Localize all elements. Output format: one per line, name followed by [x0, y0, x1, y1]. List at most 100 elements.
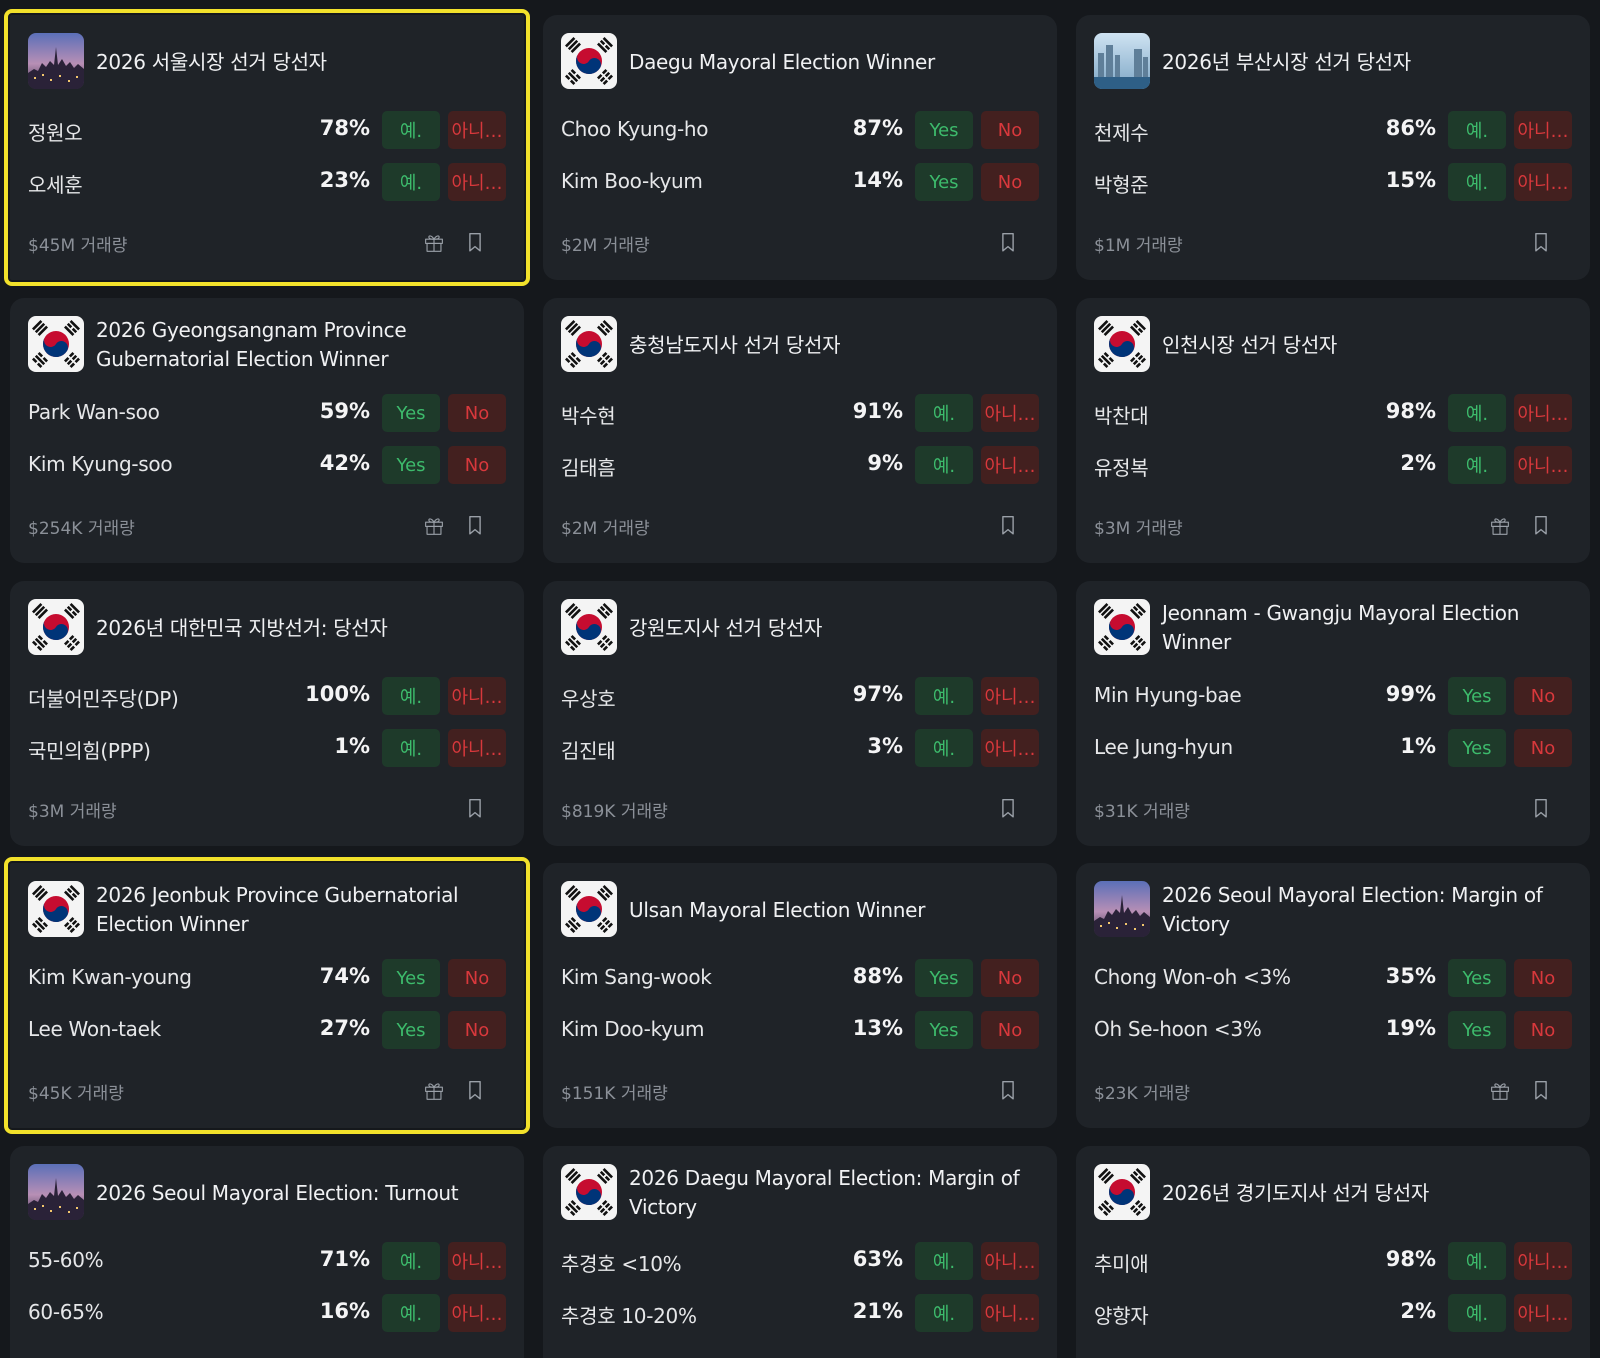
yes-button[interactable]: Yes — [1448, 1011, 1506, 1049]
no-button[interactable]: No — [1514, 729, 1572, 767]
market-title[interactable]: 2026 Seoul Mayoral Election: Turnout — [96, 1180, 459, 1205]
market-card[interactable]: 2026 Seoul Mayoral Election: Margin of V… — [1076, 863, 1590, 1128]
market-card[interactable]: 2026 서울시장 선거 당선자 정원오 78% 예. 아니… 오세훈 23% 예. 아니… $4… — [4, 9, 530, 286]
no-button[interactable]: No — [1514, 677, 1572, 715]
bookmark-button[interactable] — [462, 512, 488, 538]
market-card[interactable]: 2026년 대한민국 지방선거: 당선자 더불어민주당(DP) 100% 예. 아니… 국… — [10, 581, 524, 846]
no-button[interactable]: No — [448, 1011, 506, 1049]
no-button[interactable]: 아니… — [1514, 163, 1572, 201]
gift-button[interactable] — [1487, 512, 1513, 538]
yes-button[interactable]: Yes — [382, 394, 440, 432]
no-button[interactable]: 아니… — [448, 1242, 506, 1280]
no-button[interactable]: 아니… — [981, 677, 1039, 715]
market-card[interactable]: 인천시장 선거 당선자 박찬대 98% 예. 아니… 유정복 2% 예. 아니… $3M 거래량 — [1076, 298, 1590, 563]
bookmark-button[interactable] — [995, 512, 1021, 538]
market-card[interactable]: 2026 Seoul Mayoral Election: Turnout 55-6… — [10, 1146, 524, 1358]
no-button[interactable]: 아니… — [981, 1294, 1039, 1332]
market-title[interactable]: Daegu Mayoral Election Winner — [629, 49, 935, 74]
no-button[interactable]: 아니… — [448, 111, 506, 149]
yes-button[interactable]: 예. — [1448, 394, 1506, 432]
no-button[interactable]: 아니… — [448, 677, 506, 715]
market-card[interactable]: 2026년 부산시장 선거 당선자 천제수 86% 예. 아니… 박형준 15% 예. 아니… $… — [1076, 15, 1590, 280]
yes-button[interactable]: 예. — [382, 111, 440, 149]
bookmark-button[interactable] — [995, 1077, 1021, 1103]
yes-button[interactable]: 예. — [915, 1294, 973, 1332]
yes-button[interactable]: Yes — [915, 1011, 973, 1049]
no-button[interactable]: 아니… — [448, 163, 506, 201]
market-title[interactable]: 2026 Jeonbuk Province Gubernatorial Elec… — [96, 883, 459, 936]
bookmark-button[interactable] — [1528, 229, 1554, 255]
no-button[interactable]: 아니… — [448, 729, 506, 767]
market-title[interactable]: 2026년 대한민국 지방선거: 당선자 — [96, 615, 388, 640]
no-button[interactable]: No — [448, 959, 506, 997]
yes-button[interactable]: 예. — [915, 394, 973, 432]
yes-button[interactable]: 예. — [1448, 163, 1506, 201]
bookmark-button[interactable] — [1528, 795, 1554, 821]
no-button[interactable]: No — [448, 446, 506, 484]
yes-button[interactable]: Yes — [382, 959, 440, 997]
no-button[interactable]: No — [1514, 959, 1572, 997]
market-card[interactable]: 2026 Gyeongsangnam Province Gubernatoria… — [10, 298, 524, 563]
market-card[interactable]: 2026년 경기도지사 선거 당선자 추미애 98% 예. 아니… 양향자 2% 예. 아니… — [1076, 1146, 1590, 1358]
yes-button[interactable]: 예. — [915, 677, 973, 715]
no-button[interactable]: 아니… — [1514, 1294, 1572, 1332]
yes-button[interactable]: Yes — [1448, 677, 1506, 715]
market-title[interactable]: 2026 Daegu Mayoral Election: Margin of V… — [629, 1166, 1020, 1219]
no-button[interactable]: 아니… — [1514, 446, 1572, 484]
no-button[interactable]: No — [981, 163, 1039, 201]
bookmark-button[interactable] — [995, 795, 1021, 821]
bookmark-button[interactable] — [462, 229, 488, 255]
yes-button[interactable]: Yes — [382, 1011, 440, 1049]
yes-button[interactable]: Yes — [915, 111, 973, 149]
yes-button[interactable]: Yes — [382, 446, 440, 484]
yes-button[interactable]: 예. — [382, 1294, 440, 1332]
no-button[interactable]: No — [981, 959, 1039, 997]
market-title[interactable]: 강원도지사 선거 당선자 — [629, 615, 823, 640]
market-card[interactable]: Daegu Mayoral Election Winner Choo Kyung-… — [543, 15, 1057, 280]
yes-button[interactable]: 예. — [382, 1242, 440, 1280]
no-button[interactable]: 아니… — [981, 446, 1039, 484]
yes-button[interactable]: 예. — [915, 729, 973, 767]
no-button[interactable]: 아니… — [1514, 394, 1572, 432]
no-button[interactable]: 아니… — [981, 729, 1039, 767]
gift-button[interactable] — [421, 229, 447, 255]
no-button[interactable]: No — [981, 111, 1039, 149]
market-title[interactable]: Ulsan Mayoral Election Winner — [629, 897, 926, 922]
bookmark-button[interactable] — [462, 795, 488, 821]
no-button[interactable]: 아니… — [981, 394, 1039, 432]
market-title[interactable]: 2026 서울시장 선거 당선자 — [96, 49, 327, 74]
yes-button[interactable]: 예. — [915, 446, 973, 484]
no-button[interactable]: 아니… — [448, 1294, 506, 1332]
gift-button[interactable] — [421, 512, 447, 538]
no-button[interactable]: 아니… — [981, 1242, 1039, 1280]
yes-button[interactable]: 예. — [915, 1242, 973, 1280]
yes-button[interactable]: 예. — [1448, 1242, 1506, 1280]
bookmark-button[interactable] — [1528, 1077, 1554, 1103]
no-button[interactable]: No — [981, 1011, 1039, 1049]
market-title[interactable]: Jeonnam - Gwangju Mayoral Election Winne… — [1162, 601, 1520, 654]
market-card[interactable]: 2026 Daegu Mayoral Election: Margin of V… — [543, 1146, 1057, 1358]
market-title[interactable]: 인천시장 선거 당선자 — [1162, 332, 1338, 357]
yes-button[interactable]: 예. — [1448, 1294, 1506, 1332]
market-title[interactable]: 2026년 경기도지사 선거 당선자 — [1162, 1180, 1429, 1205]
no-button[interactable]: 아니… — [1514, 111, 1572, 149]
yes-button[interactable]: 예. — [1448, 446, 1506, 484]
gift-button[interactable] — [1487, 1077, 1513, 1103]
market-card[interactable]: 강원도지사 선거 당선자 우상호 97% 예. 아니… 김진태 3% 예. 아니… $819K 거… — [543, 581, 1057, 846]
market-title[interactable]: 2026년 부산시장 선거 당선자 — [1162, 49, 1411, 74]
market-card[interactable]: 2026 Jeonbuk Province Gubernatorial Elec… — [4, 857, 530, 1134]
gift-button[interactable] — [421, 1077, 447, 1103]
yes-button[interactable]: 예. — [1448, 111, 1506, 149]
yes-button[interactable]: 예. — [382, 163, 440, 201]
yes-button[interactable]: Yes — [915, 959, 973, 997]
no-button[interactable]: 아니… — [1514, 1242, 1572, 1280]
no-button[interactable]: No — [1514, 1011, 1572, 1049]
market-card[interactable]: 충청남도지사 선거 당선자 박수현 91% 예. 아니… 김태흠 9% 예. 아니… $2M 거래… — [543, 298, 1057, 563]
market-card[interactable]: Ulsan Mayoral Election Winner Kim Sang-wo… — [543, 863, 1057, 1128]
yes-button[interactable]: Yes — [1448, 729, 1506, 767]
bookmark-button[interactable] — [995, 229, 1021, 255]
yes-button[interactable]: 예. — [382, 677, 440, 715]
market-title[interactable]: 2026 Gyeongsangnam Province Gubernatoria… — [96, 318, 407, 371]
yes-button[interactable]: 예. — [382, 729, 440, 767]
no-button[interactable]: No — [448, 394, 506, 432]
